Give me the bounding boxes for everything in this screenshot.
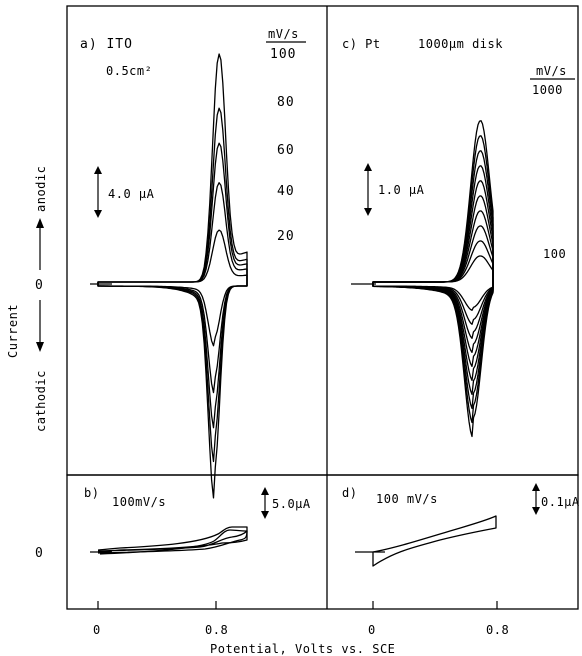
cv-curve-a-40 bbox=[97, 182, 248, 394]
cathodic-label: cathodic bbox=[34, 370, 48, 432]
x-tick-0-right: 0 bbox=[368, 623, 376, 637]
panel-a-subtitle: 0.5cm² bbox=[106, 64, 152, 78]
scale-bar-b bbox=[261, 487, 269, 519]
panel-b-scan-rate: 100mV/s bbox=[112, 495, 166, 509]
panel-d-title: d) bbox=[342, 486, 357, 500]
panel-c-subtitle: 1000μm disk bbox=[418, 37, 503, 51]
cv-curve-b-loop bbox=[99, 529, 248, 555]
cv-curve-a-80 bbox=[97, 107, 248, 463]
cv-curve-c-10 bbox=[372, 120, 494, 438]
cathodic-arrow bbox=[36, 300, 44, 352]
panel-a: a) ITO 0.5cm² mV/s 100 80 60 40 20 4.0 μ… bbox=[80, 27, 306, 499]
panel-c-title: c) Pt bbox=[342, 37, 381, 51]
cv-curve-d bbox=[372, 515, 497, 567]
anodic-label: anodic bbox=[34, 166, 48, 212]
x-tick-08-right: 0.8 bbox=[486, 623, 509, 637]
legend-label-60: 60 bbox=[277, 143, 295, 158]
scale-bar-b-label: 5.0μA bbox=[272, 497, 311, 511]
y-zero-label-top: 0 bbox=[35, 278, 44, 293]
scale-bar-c bbox=[364, 163, 372, 216]
scan-rate-label-100: 100 bbox=[543, 247, 566, 261]
panel-c-legend-header: mV/s bbox=[536, 64, 567, 78]
legend-label-40: 40 bbox=[277, 184, 295, 199]
cv-curve-c-1 bbox=[372, 255, 494, 311]
cv-curve-b-outer bbox=[97, 526, 248, 554]
cv-curves-c bbox=[372, 120, 494, 438]
y-axis-label: Current bbox=[6, 304, 20, 358]
cv-curve-a-100 bbox=[97, 53, 248, 499]
panel-c: c) Pt 1000μm disk mV/s 1000 100 1.0 μA bbox=[342, 37, 575, 438]
panel-bottom-frame bbox=[66, 474, 579, 610]
anodic-arrow bbox=[36, 218, 44, 270]
x-tick-0-left: 0 bbox=[93, 623, 101, 637]
panel-b: b) 100mV/s 5.0μA bbox=[84, 486, 311, 555]
cv-curve-a-20 bbox=[97, 229, 248, 347]
legend-label-20: 20 bbox=[277, 229, 295, 244]
scale-bar-a bbox=[94, 166, 102, 218]
panel-d: d) 100 mV/s 0.1μA bbox=[342, 483, 580, 567]
cv-curve-c-7 bbox=[372, 165, 494, 396]
legend-label-80: 80 bbox=[277, 95, 295, 110]
scale-bar-c-label: 1.0 μA bbox=[378, 183, 425, 197]
panel-a-legend-header: mV/s bbox=[268, 27, 299, 41]
y-zero-label-bottom: 0 bbox=[35, 546, 44, 561]
panel-d-scan-rate: 100 mV/s bbox=[376, 492, 438, 506]
legend-label-100: 100 bbox=[270, 47, 296, 62]
scale-bar-d bbox=[532, 483, 540, 515]
x-tick-08-left: 0.8 bbox=[205, 623, 228, 637]
x-axis-label: Potential, Volts vs. SCE bbox=[210, 642, 395, 656]
scan-rate-label-1000: 1000 bbox=[532, 83, 563, 97]
cv-curves-a bbox=[97, 53, 248, 499]
panel-b-title: b) bbox=[84, 486, 99, 500]
panel-a-title: a) ITO bbox=[80, 37, 133, 52]
scale-bar-d-label: 0.1μA bbox=[541, 495, 580, 509]
scale-bar-a-label: 4.0 μA bbox=[108, 187, 155, 201]
